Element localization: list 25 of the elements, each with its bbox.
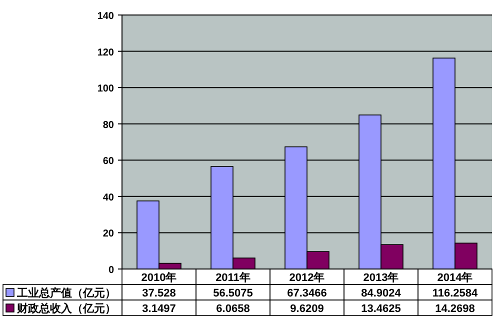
x-tick-label: 2012年 bbox=[289, 271, 325, 284]
x-tick-label: 2013年 bbox=[363, 271, 399, 284]
data-label: 13.4625 bbox=[361, 303, 401, 315]
x-tick-label: 2014年 bbox=[437, 271, 473, 284]
data-label: 67.3466 bbox=[287, 288, 327, 300]
y-tick-label: 100 bbox=[97, 84, 114, 95]
y-tick-label: 0 bbox=[108, 265, 114, 276]
y-tick-label: 20 bbox=[102, 228, 114, 240]
legend-label: 工业总产值（亿元） bbox=[16, 286, 116, 300]
data-label: 3.1497 bbox=[142, 303, 176, 315]
data-label: 14.2698 bbox=[435, 303, 475, 315]
y-tick-label: 120 bbox=[97, 47, 114, 58]
x-tick-label: 2011年 bbox=[216, 271, 250, 284]
x-tick-label: 2010年 bbox=[141, 271, 177, 284]
data-label: 6.0658 bbox=[216, 303, 250, 315]
data-label: 84.9024 bbox=[361, 288, 402, 300]
y-tick-label: 60 bbox=[102, 156, 114, 168]
y-tick-label: 140 bbox=[97, 11, 114, 22]
data-label: 37.528 bbox=[142, 288, 176, 300]
data-label: 56.5075 bbox=[213, 288, 253, 300]
data-label: 116.2584 bbox=[432, 288, 479, 300]
y-tick-label: 80 bbox=[102, 120, 114, 131]
data-label: 9.6209 bbox=[290, 303, 324, 315]
y-tick-label: 40 bbox=[102, 192, 114, 204]
legend-label: 财政总收入（亿元） bbox=[16, 302, 116, 315]
